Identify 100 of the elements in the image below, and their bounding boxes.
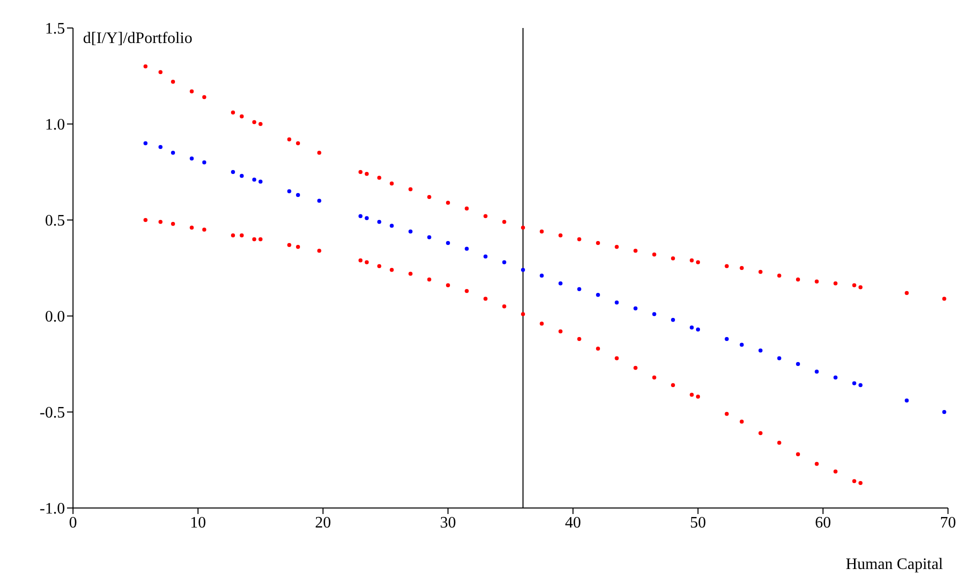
point: [390, 182, 394, 186]
point: [540, 230, 544, 234]
point: [596, 292, 600, 297]
y-tick-label: 0.5: [45, 212, 65, 230]
y-tick-label: -0.5: [40, 404, 65, 422]
point: [202, 160, 206, 164]
point: [758, 270, 762, 274]
point: [521, 268, 525, 272]
point: [724, 337, 729, 342]
point: [671, 256, 675, 260]
point: [364, 172, 369, 176]
x-tick-label: 70: [940, 514, 956, 532]
point: [904, 398, 909, 402]
point: [540, 274, 544, 278]
point: [377, 264, 382, 268]
point: [596, 346, 600, 351]
point: [740, 342, 744, 347]
point: [317, 248, 322, 253]
point: [377, 220, 382, 224]
point: [696, 260, 700, 264]
point: [144, 64, 148, 68]
point: [858, 285, 862, 290]
point: [614, 356, 619, 360]
x-tick-label: 30: [440, 514, 456, 532]
point: [696, 327, 700, 332]
point: [231, 170, 235, 174]
point: [464, 246, 469, 251]
point: [652, 252, 656, 257]
point: [171, 222, 175, 226]
point: [942, 410, 946, 414]
point: [577, 287, 582, 292]
point: [190, 156, 194, 161]
point: [240, 174, 244, 178]
point: [614, 300, 619, 305]
point: [390, 224, 394, 228]
point: [190, 89, 194, 94]
point: [252, 120, 256, 124]
point: [852, 283, 856, 288]
point: [287, 189, 292, 194]
point: [358, 214, 362, 218]
point: [502, 220, 506, 224]
point: [834, 375, 838, 380]
point: [796, 362, 800, 366]
point: [252, 178, 256, 182]
point: [258, 180, 262, 184]
point: [558, 233, 562, 238]
point: [671, 383, 675, 388]
point: [296, 244, 300, 249]
x-tick-label: 20: [315, 514, 331, 532]
point: [240, 114, 244, 118]
point: [540, 322, 544, 326]
y-tick-label: -1.0: [40, 500, 65, 518]
y-tick-label: 0.0: [45, 308, 65, 326]
point: [171, 150, 175, 155]
point: [814, 279, 819, 284]
point: [252, 237, 256, 242]
point: [858, 383, 862, 388]
point: [358, 170, 362, 174]
point: [446, 200, 450, 205]
point: [758, 431, 762, 436]
point: [502, 304, 506, 308]
point: [724, 264, 729, 268]
x-tick-label: 40: [565, 514, 581, 532]
point: [231, 233, 235, 238]
point: [287, 242, 292, 247]
point: [634, 248, 638, 253]
point: [634, 306, 638, 310]
point: [296, 193, 300, 198]
point: [364, 260, 369, 264]
point: [690, 392, 694, 397]
point: [796, 452, 800, 456]
point: [158, 220, 162, 224]
point: [484, 296, 488, 301]
x-axis-title: Human Capital: [846, 556, 943, 574]
y-tick-label: 1.0: [45, 116, 65, 134]
point: [777, 440, 782, 445]
point: [858, 481, 862, 486]
point: [464, 206, 469, 210]
point: [258, 122, 262, 126]
point: [427, 278, 432, 282]
point: [317, 150, 322, 155]
point: [634, 366, 638, 370]
point: [724, 412, 729, 416]
point: [296, 141, 300, 146]
x-tick-label: 50: [690, 514, 706, 532]
point: [484, 214, 488, 218]
x-tick-label: 60: [815, 514, 831, 532]
point: [814, 370, 819, 374]
point: [190, 226, 194, 230]
point: [158, 145, 162, 150]
point: [852, 381, 856, 386]
point: [240, 233, 244, 238]
point: [577, 237, 582, 242]
point: [464, 289, 469, 294]
point: [796, 278, 800, 282]
point: [287, 137, 292, 142]
point: [652, 375, 656, 380]
point: [577, 337, 582, 342]
point: [558, 329, 562, 334]
point: [521, 226, 525, 230]
